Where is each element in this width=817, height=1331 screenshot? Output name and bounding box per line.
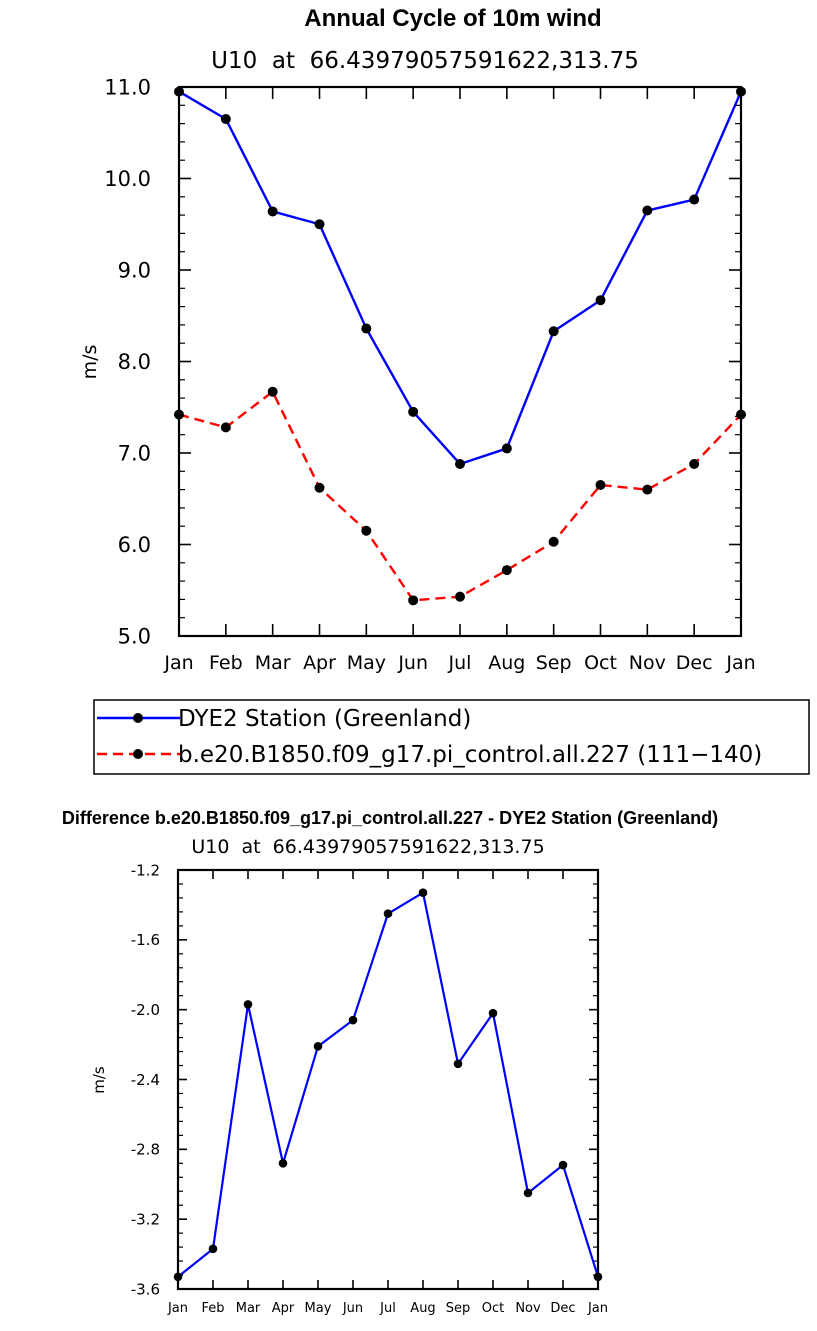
chart-2-x-tick-label: May	[305, 1301, 332, 1316]
chart-1-series-0-point	[174, 86, 184, 97]
chart-2-y-tick-label: -1.2	[131, 861, 160, 879]
chart-1-x-tick-label: Jul	[448, 652, 472, 674]
chart-2-x-tick-label: Jun	[342, 1301, 363, 1316]
chart-1-x-tick-label: Jan	[163, 652, 193, 674]
chart-2-series-0-point	[453, 1059, 463, 1069]
chart-1-x-tick-label: Feb	[209, 652, 243, 674]
chart-1-y-axis-label: m/s	[79, 345, 101, 380]
chart-2-y-tick-label: -3.2	[131, 1211, 160, 1229]
legend-label-dye2: DYE2 Station (Greenland)	[178, 706, 471, 732]
chart-1-y-tick-label: 8.0	[118, 350, 151, 374]
chart-1-series-1-point	[220, 422, 231, 433]
chart-1-y-tick-label: 6.0	[118, 533, 151, 557]
chart-1-series-0-point	[220, 114, 231, 125]
chart-2-y-tick-label: -1.6	[131, 931, 160, 949]
chart-2-x-tick-label: Oct	[482, 1301, 504, 1316]
chart-2-title: Difference b.e20.B1850.f09_g17.pi_contro…	[62, 808, 718, 828]
chart-2-y-tick-label: -2.0	[131, 1001, 160, 1019]
chart-1-series-1-point	[689, 458, 700, 469]
chart-1-y-tick-label: 9.0	[118, 259, 151, 283]
chart-1-x-tick-label: Jan	[725, 652, 755, 674]
chart-1-frame	[177, 85, 743, 638]
chart-1-series-1-line	[178, 390, 742, 602]
chart-2-x-tick-label: Aug	[410, 1301, 435, 1316]
chart-2-series-0-line	[177, 891, 600, 1278]
chart-1-series-1-point	[267, 386, 278, 397]
chart-1-series-0-point	[736, 86, 746, 97]
chart-2-series-0-point	[558, 1160, 568, 1170]
chart-2-x-tick-label: Mar	[236, 1301, 261, 1316]
chart-1-series-1-point	[408, 595, 419, 606]
chart-2-x-tick-label: Nov	[515, 1301, 541, 1316]
chart-1-series-1-point	[595, 480, 606, 491]
chart-2-series-0-point	[313, 1042, 323, 1051]
chart-1-x-tick-label: Mar	[255, 652, 291, 674]
chart-1-series-0-point	[501, 443, 512, 454]
chart-1-x-tick-label: Nov	[629, 652, 666, 674]
chart-2-series-0-point	[383, 909, 393, 918]
chart-1-series-1-point	[548, 536, 559, 547]
chart-2-series-0-point	[173, 1272, 183, 1282]
chart-1-x-tick-label: Oct	[584, 652, 617, 674]
chart-2-series-0-point	[523, 1188, 533, 1198]
chart-2-y-tick-label: -2.4	[131, 1071, 160, 1089]
chart-1-title: Annual Cycle of 10m wind	[304, 5, 601, 32]
chart-1-series-1-point	[361, 525, 372, 536]
chart-1-series-0-point	[361, 323, 372, 334]
chart-1-series-0-point	[455, 458, 465, 469]
chart-1-series-0-point	[267, 206, 278, 217]
chart-2-series-0-point	[208, 1244, 218, 1254]
chart-2-frame	[176, 868, 600, 1291]
chart-1-plot-area: 5.0 6.0 7.0 8.0 9.0 10.0 11.0 Jan Feb Mar Apr May Ju…	[104, 76, 755, 674]
legend-label-model: b.e20.B1850.f09_g17.pi_control.all.227 (…	[178, 742, 762, 768]
chart-1-series-1-point	[455, 591, 465, 602]
chart-1-series-1-point	[314, 482, 325, 493]
legend-marker-dye2	[133, 713, 143, 723]
chart-1-y-tick-label: 7.0	[118, 442, 151, 466]
chart-2-series-0-point	[418, 888, 428, 897]
chart-1-x-tick-label: Dec	[676, 652, 713, 674]
chart-2-x-tick-label: Jan	[167, 1301, 188, 1316]
chart-1-x-tick-label: May	[347, 652, 386, 674]
chart-1-series-0-point	[314, 219, 325, 230]
chart-1-legend: DYE2 Station (Greenland) b.e20.B1850.f09…	[93, 699, 810, 775]
chart-1-series-1-point	[736, 409, 746, 420]
chart-2-y-tick-label: -2.8	[131, 1141, 160, 1159]
chart-1-x-tick-label: Jun	[397, 652, 428, 674]
chart-2-series-0-point	[488, 1008, 498, 1018]
chart-1-series-1-point	[174, 409, 184, 420]
chart-1-y-tick-label: 11.0	[104, 76, 151, 100]
chart-2-x-tick-label: Jan	[587, 1301, 608, 1316]
chart-1-series-0-point	[548, 326, 559, 337]
chart-2-x-tick-label: Dec	[550, 1301, 575, 1316]
chart-1-series-0-line	[178, 90, 743, 466]
chart-2-x-tick-label: Sep	[446, 1301, 471, 1316]
chart-2-plot-area: -3.6 -3.2 -2.8 -2.4 -2.0 -1.6 -1.2 Jan Feb Mar Apr…	[131, 861, 608, 1316]
chart-2-x-tick-label: Feb	[201, 1301, 224, 1316]
chart-2-series-0-point	[348, 1015, 358, 1025]
chart-1-y-tick-label: 10.0	[104, 167, 151, 191]
chart-1-x-tick-label: Apr	[303, 652, 336, 674]
legend-box	[93, 699, 810, 775]
chart-2-series-0-point	[278, 1159, 288, 1168]
chart-2-subtitle: U10 at 66.43979057591622,313.75	[191, 836, 544, 858]
chart-1-y-tick-label: 5.0	[118, 625, 151, 649]
chart-2-x-tick-label: Jul	[379, 1301, 396, 1316]
chart-2-y-axis-label: m/s	[90, 1066, 108, 1094]
chart-1-series-1-point	[501, 565, 512, 576]
legend-marker-model	[133, 749, 143, 759]
chart-1-series-0-point	[595, 295, 606, 306]
chart-1-x-tick-label: Sep	[536, 652, 572, 674]
chart-2-x-tick-label: Apr	[272, 1301, 295, 1316]
chart-2-series-0-point	[243, 1000, 253, 1009]
chart-2-y-tick-label: -3.6	[131, 1280, 160, 1298]
chart-1-series-0-point	[642, 205, 653, 216]
chart-1-series-0-point	[408, 406, 419, 417]
chart-1-series-0-point	[689, 194, 700, 205]
chart-1-x-tick-label: Aug	[488, 652, 525, 674]
chart-1-subtitle: U10 at 66.43979057591622,313.75	[211, 48, 639, 74]
chart-1-series-1-point	[642, 484, 653, 495]
chart-2-series-0-point	[593, 1272, 603, 1282]
